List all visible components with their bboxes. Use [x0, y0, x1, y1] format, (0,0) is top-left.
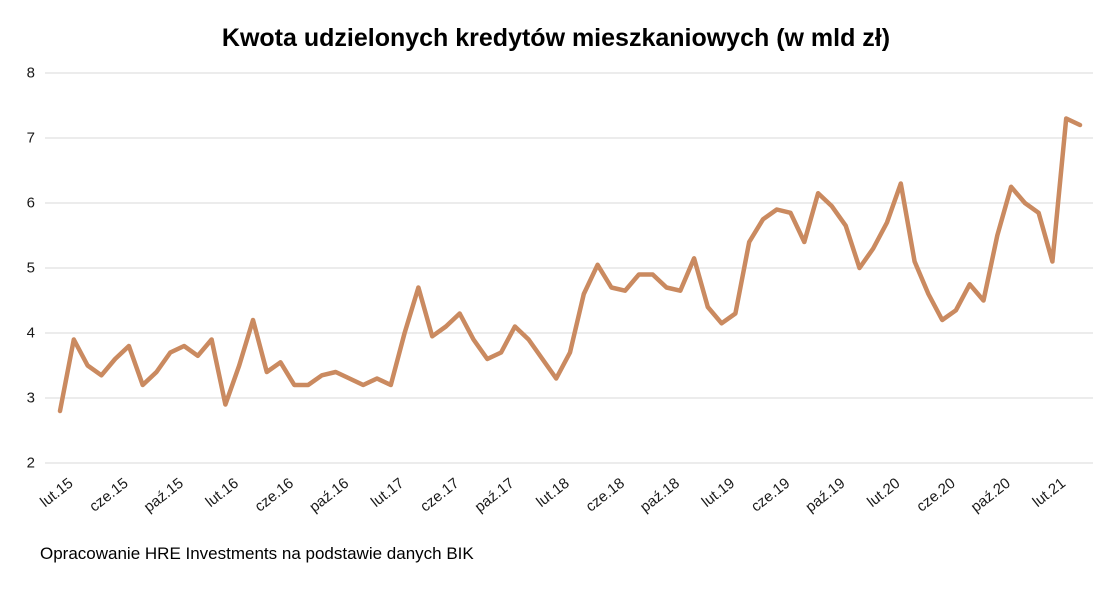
x-axis-label: paź.18 [637, 475, 683, 516]
x-axis-label: cze.20 [913, 475, 958, 516]
y-axis-label: 8 [27, 65, 35, 82]
y-axis-label: 4 [27, 325, 35, 342]
source-note: Opracowanie HRE Investments na podstawie… [40, 544, 474, 563]
x-axis-label: cze.17 [417, 475, 462, 516]
x-axis-label: paź.20 [968, 475, 1014, 516]
x-axis-label: paź.16 [306, 475, 352, 516]
x-axis-label: lut.18 [533, 475, 572, 511]
x-axis-label: cze.19 [748, 475, 793, 516]
x-axis-label: lut.15 [37, 475, 76, 511]
x-axis-label: lut.16 [202, 475, 241, 511]
y-axis-label: 3 [27, 390, 35, 407]
x-axis-label: lut.21 [1029, 475, 1068, 511]
x-axis-label: lut.19 [699, 475, 738, 511]
x-axis-label: lut.20 [864, 475, 903, 511]
x-axis-label: lut.17 [368, 475, 407, 511]
chart-title: Kwota udzielonych kredytów mieszkaniowyc… [221, 24, 891, 52]
x-axis-label: paź.19 [802, 475, 848, 516]
x-axis-label: cze.16 [252, 475, 297, 516]
x-axis-label: cze.15 [86, 475, 131, 516]
x-axis-label: cze.18 [583, 475, 628, 516]
y-axis-label: 5 [27, 260, 35, 277]
y-axis-label: 6 [27, 195, 35, 212]
y-axis-label: 7 [27, 130, 35, 147]
data-series-line [57, 116, 1083, 414]
y-axis-label: 2 [27, 455, 35, 472]
x-axis-label: paź.15 [141, 475, 187, 516]
x-axis-label: paź.17 [472, 475, 518, 516]
